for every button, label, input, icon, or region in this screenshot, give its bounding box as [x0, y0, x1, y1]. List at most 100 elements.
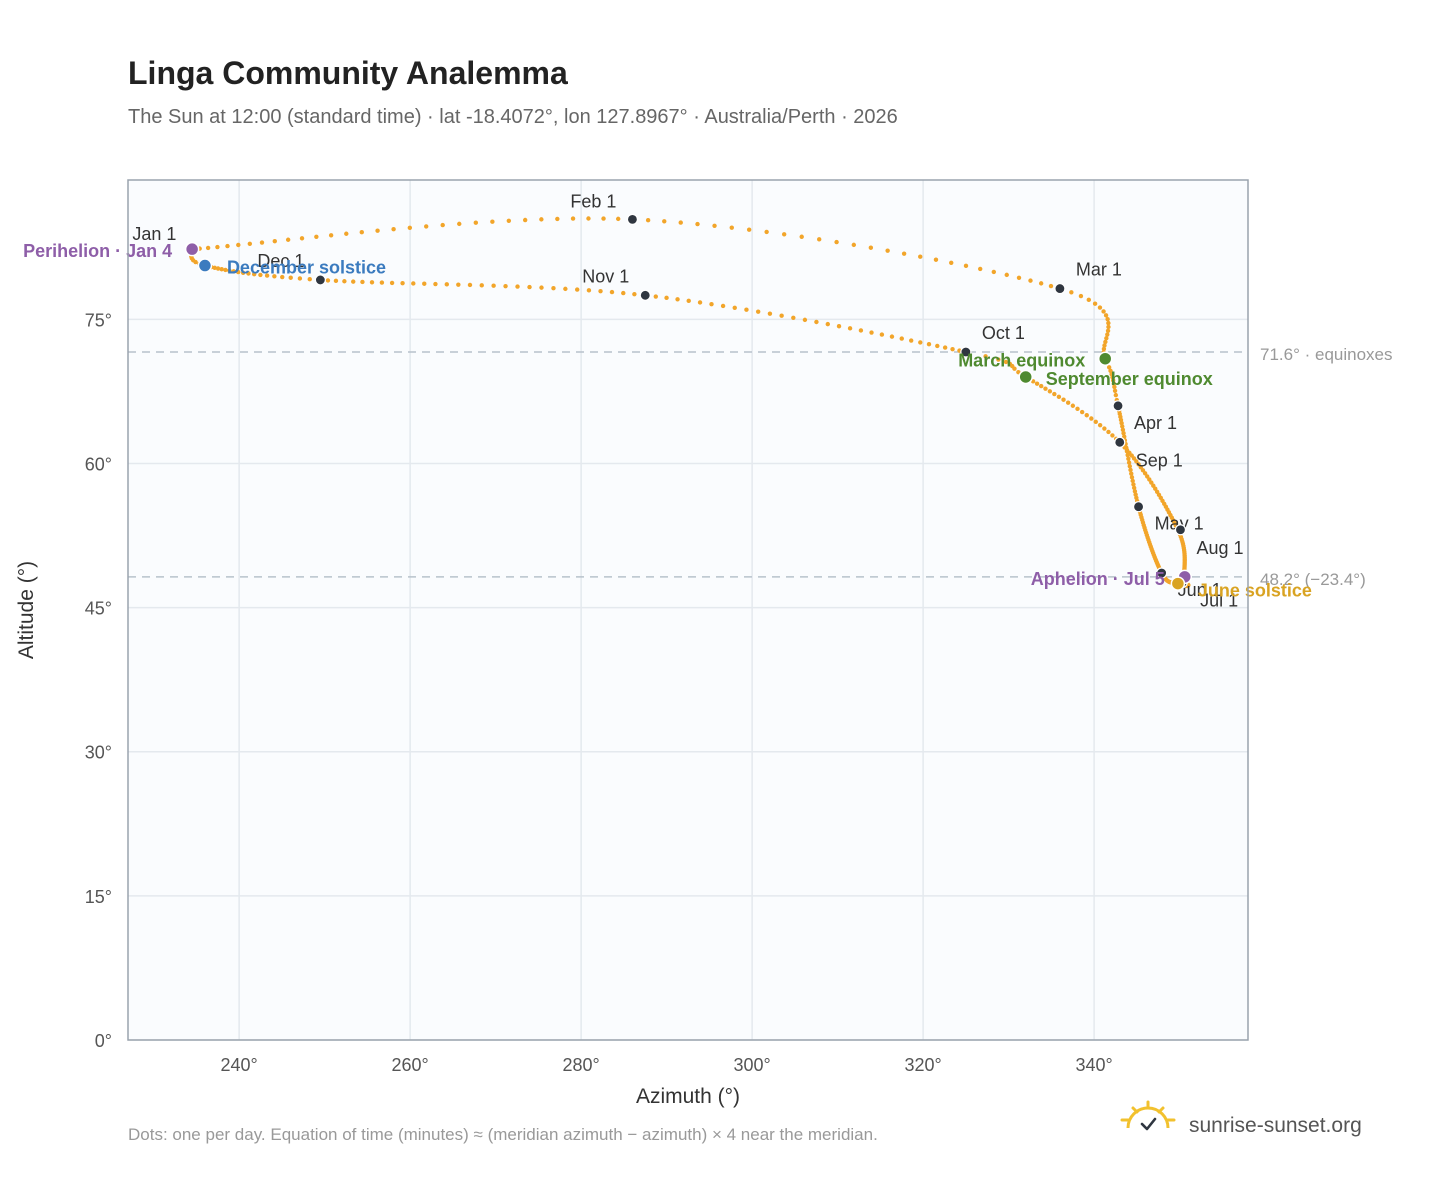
daily-dot — [851, 242, 857, 248]
x-tick-label: 300° — [734, 1055, 771, 1075]
daily-dot — [258, 272, 263, 278]
daily-dot — [1079, 409, 1085, 415]
month-marker — [314, 274, 326, 286]
daily-dot — [662, 219, 667, 224]
daily-dot — [963, 263, 969, 269]
daily-dot — [1120, 424, 1125, 429]
daily-dot — [1121, 431, 1126, 436]
daily-dot — [215, 244, 220, 250]
daily-dot — [351, 279, 356, 284]
daily-dot — [1101, 346, 1107, 352]
daily-dot — [746, 227, 752, 232]
daily-dot — [645, 218, 651, 223]
daily-dot — [491, 283, 496, 288]
daily-dot — [1102, 343, 1107, 348]
daily-dot — [1016, 369, 1021, 375]
event-marker — [1018, 369, 1033, 385]
daily-dot — [918, 254, 923, 259]
daily-dot — [802, 317, 808, 323]
daily-dot — [616, 216, 621, 222]
month-marker — [1174, 524, 1187, 536]
daily-dot — [744, 307, 749, 312]
daily-dot — [1102, 426, 1107, 431]
x-tick-label: 260° — [392, 1055, 429, 1075]
daily-dot — [729, 225, 734, 230]
daily-dot — [1084, 413, 1089, 418]
daily-dot — [328, 233, 334, 238]
daily-dot — [621, 290, 626, 296]
daily-dot — [369, 280, 375, 285]
daily-dot — [563, 286, 568, 292]
daily-dot — [1129, 475, 1135, 480]
daily-dot — [551, 286, 556, 291]
daily-dot — [869, 330, 874, 335]
event-markers: Perihelion · Jan 4 December solstice March… — [23, 241, 1312, 600]
daily-dot — [1034, 381, 1040, 386]
event-marker — [197, 258, 213, 273]
y-axis-label: Altitude (°) — [15, 561, 38, 659]
daily-dot — [1112, 388, 1118, 393]
daily-dot — [1129, 471, 1134, 476]
daily-dot — [901, 251, 907, 256]
daily-dot — [389, 280, 395, 286]
daily-dot — [996, 357, 1001, 362]
daily-dot — [847, 326, 853, 331]
daily-dot — [527, 284, 532, 290]
daily-dot — [695, 221, 700, 227]
daily-dot — [247, 241, 253, 246]
daily-dot — [1038, 281, 1044, 286]
daily-dot — [1104, 336, 1109, 341]
daily-dot — [935, 343, 940, 349]
daily-dot — [1131, 482, 1136, 487]
daily-dot — [1103, 339, 1108, 345]
reference-lines: 71.6° · equinoxes 48.2° (−23.4°) — [128, 345, 1393, 589]
daily-dot — [297, 276, 303, 281]
daily-dot — [570, 216, 576, 221]
daily-dot — [379, 280, 385, 285]
daily-dot — [858, 328, 864, 333]
x-tick-label: 240° — [221, 1055, 258, 1075]
daily-dot — [333, 278, 339, 284]
daily-dot — [983, 354, 988, 359]
daily-dot — [391, 227, 396, 232]
daily-dot — [779, 313, 784, 318]
x-axis-label: Azimuth (°) — [636, 1085, 740, 1108]
daily-dot — [375, 228, 380, 233]
daily-dot — [1122, 434, 1127, 439]
daily-dot — [1106, 365, 1112, 370]
daily-dot — [1086, 297, 1092, 303]
event-marker — [184, 241, 200, 257]
daily-dot — [781, 232, 787, 237]
daily-dot — [280, 274, 285, 280]
daily-dot — [360, 279, 365, 285]
month-label: Jul 1 — [1200, 591, 1238, 611]
daily-dot — [950, 346, 955, 352]
daily-dot — [1092, 301, 1098, 306]
month-label: Jun 1 — [1178, 580, 1222, 600]
daily-dot — [1106, 324, 1111, 330]
daily-dot — [1003, 359, 1009, 365]
daily-dot — [1112, 384, 1117, 390]
daily-dot — [1105, 328, 1111, 333]
daily-dot — [586, 216, 591, 221]
daily-dot — [1126, 456, 1131, 461]
month-marker — [1156, 567, 1168, 579]
daily-dot — [949, 260, 954, 265]
daily-dot — [555, 216, 560, 222]
daily-dot — [1070, 403, 1076, 408]
daily-dot — [272, 274, 277, 279]
daily-dot — [411, 281, 416, 286]
daily-dot — [490, 219, 495, 224]
month-marker — [1054, 282, 1066, 295]
daily-dot — [1106, 320, 1111, 326]
daily-dot — [586, 288, 592, 293]
daily-dot — [264, 273, 270, 278]
daily-dot — [1119, 420, 1124, 426]
daily-dot — [539, 217, 544, 222]
month-marker — [639, 289, 651, 301]
daily-dot — [457, 221, 462, 227]
month-label: Dec 1 — [257, 251, 304, 271]
daily-dot — [440, 222, 445, 228]
daily-dot — [1145, 474, 1150, 479]
daily-dot — [653, 294, 658, 299]
